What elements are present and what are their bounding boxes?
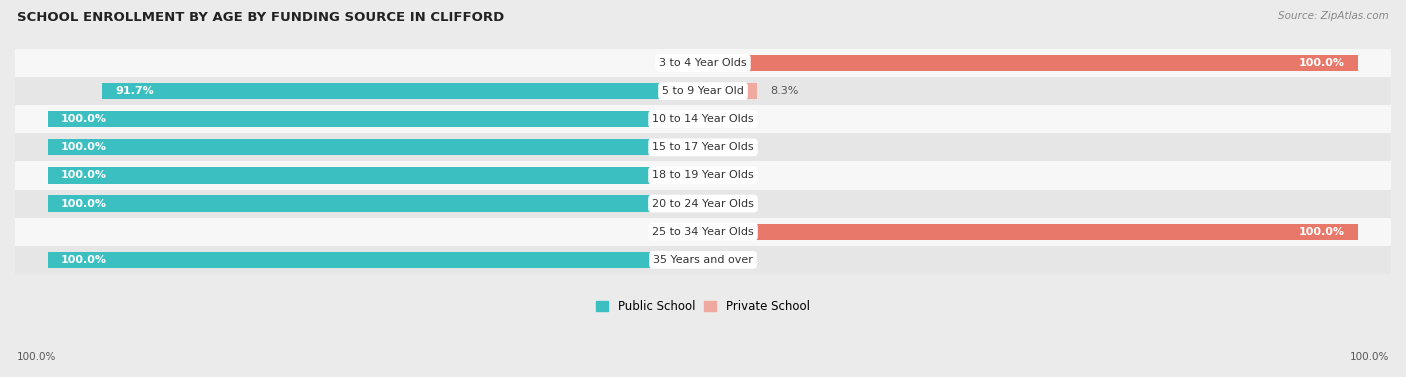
Text: 100.0%: 100.0%: [60, 255, 107, 265]
Bar: [15, 77, 1391, 105]
Text: 8.3%: 8.3%: [770, 86, 799, 96]
Bar: [703, 224, 1358, 240]
Bar: [15, 190, 1391, 218]
Bar: [103, 83, 703, 99]
Bar: [15, 49, 1391, 77]
Text: 25 to 34 Year Olds: 25 to 34 Year Olds: [652, 227, 754, 237]
Legend: Public School, Private School: Public School, Private School: [592, 295, 814, 317]
Text: 100.0%: 100.0%: [60, 114, 107, 124]
Text: 20 to 24 Year Olds: 20 to 24 Year Olds: [652, 199, 754, 208]
Text: 100.0%: 100.0%: [1299, 227, 1346, 237]
Text: 35 Years and over: 35 Years and over: [652, 255, 754, 265]
Text: 100.0%: 100.0%: [60, 143, 107, 152]
Text: 100.0%: 100.0%: [60, 199, 107, 208]
Text: 91.7%: 91.7%: [115, 86, 155, 96]
Text: 0.0%: 0.0%: [655, 227, 683, 237]
Text: 0.0%: 0.0%: [723, 114, 751, 124]
Text: 15 to 17 Year Olds: 15 to 17 Year Olds: [652, 143, 754, 152]
Bar: [48, 111, 703, 127]
Bar: [15, 246, 1391, 274]
Text: Source: ZipAtlas.com: Source: ZipAtlas.com: [1278, 11, 1389, 21]
Bar: [48, 167, 703, 184]
Text: 0.0%: 0.0%: [655, 58, 683, 68]
Text: 100.0%: 100.0%: [1299, 58, 1346, 68]
Bar: [703, 55, 1358, 71]
Text: 100.0%: 100.0%: [1350, 352, 1389, 362]
Text: 0.0%: 0.0%: [723, 170, 751, 181]
Text: 3 to 4 Year Olds: 3 to 4 Year Olds: [659, 58, 747, 68]
Bar: [48, 139, 703, 155]
Bar: [15, 105, 1391, 133]
Text: 5 to 9 Year Old: 5 to 9 Year Old: [662, 86, 744, 96]
Bar: [703, 83, 758, 99]
Text: 0.0%: 0.0%: [723, 199, 751, 208]
Bar: [48, 252, 703, 268]
Bar: [15, 218, 1391, 246]
Text: 0.0%: 0.0%: [723, 143, 751, 152]
Text: 100.0%: 100.0%: [17, 352, 56, 362]
Bar: [15, 133, 1391, 161]
Bar: [48, 195, 703, 212]
Bar: [15, 161, 1391, 190]
Text: SCHOOL ENROLLMENT BY AGE BY FUNDING SOURCE IN CLIFFORD: SCHOOL ENROLLMENT BY AGE BY FUNDING SOUR…: [17, 11, 505, 24]
Text: 18 to 19 Year Olds: 18 to 19 Year Olds: [652, 170, 754, 181]
Text: 100.0%: 100.0%: [60, 170, 107, 181]
Text: 10 to 14 Year Olds: 10 to 14 Year Olds: [652, 114, 754, 124]
Text: 0.0%: 0.0%: [723, 255, 751, 265]
